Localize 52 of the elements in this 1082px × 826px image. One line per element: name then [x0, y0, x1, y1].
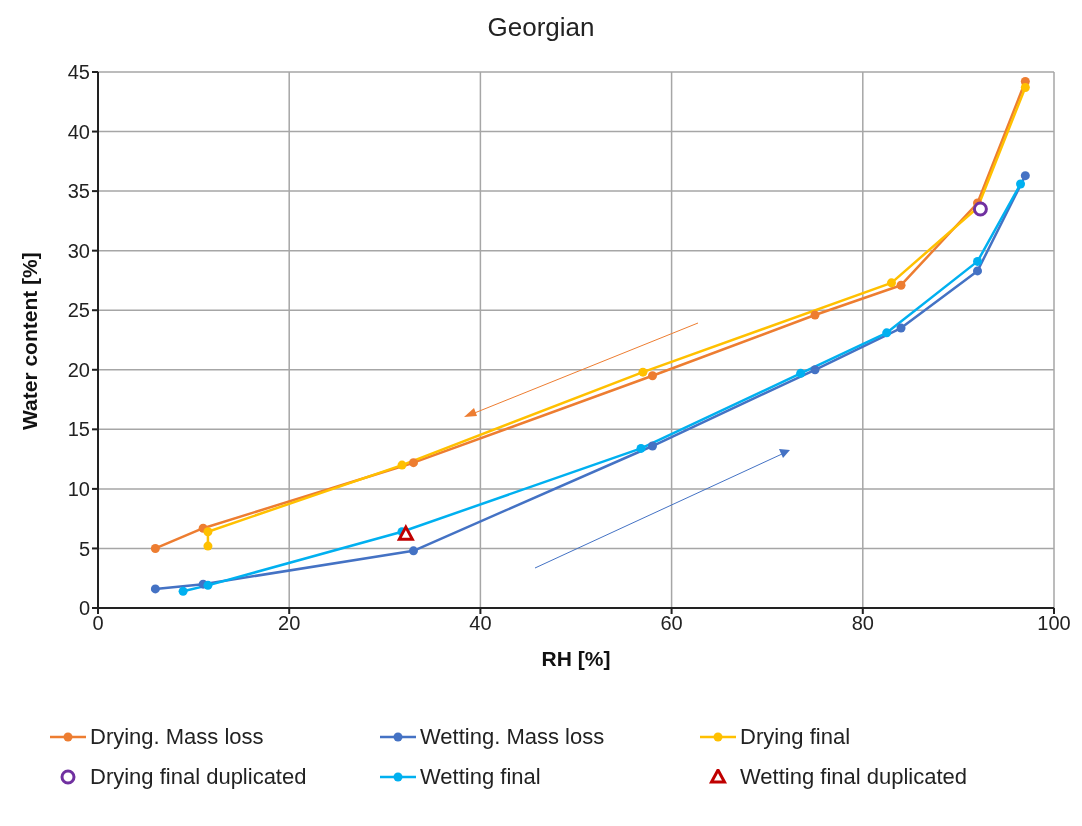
point: [647, 371, 657, 381]
y-tick-label: 25: [67, 299, 90, 322]
point: [1020, 171, 1030, 181]
y-tick-label: 20: [67, 358, 90, 381]
point: [896, 323, 906, 333]
x-tick-label: 100: [1037, 612, 1071, 635]
point: [896, 280, 906, 290]
legend-label: Wetting final: [420, 764, 541, 790]
point: [972, 201, 988, 217]
point: [150, 584, 160, 594]
point: [203, 527, 213, 537]
point: [1020, 82, 1030, 92]
point: [408, 458, 418, 468]
legend-label: Drying. Mass loss: [90, 724, 264, 750]
legend-label: Drying final: [740, 724, 851, 750]
y-tick-label: 0: [78, 597, 90, 620]
y-axis-title: Water content [%]: [18, 252, 42, 430]
y-tick-label: 45: [67, 61, 90, 84]
point: [408, 546, 418, 556]
y-tick-label: 35: [67, 180, 90, 203]
chart-title: Georgian: [486, 12, 596, 43]
point: [397, 525, 414, 541]
point: [203, 541, 213, 551]
point: [647, 441, 657, 451]
point: [886, 278, 896, 288]
x-tick-label: 80: [851, 612, 874, 635]
x-tick-label: 20: [278, 612, 301, 635]
x-axis-title: RH [%]: [541, 647, 611, 670]
x-tick-label: 40: [469, 612, 492, 635]
y-tick-label: 5: [78, 537, 90, 560]
point: [796, 368, 806, 378]
legend-label: Wetting. Mass loss: [420, 724, 605, 750]
y-tick-label: 15: [67, 418, 90, 441]
point: [973, 256, 983, 266]
legend-label: Wetting final duplicated: [740, 764, 968, 790]
y-tick-label: 30: [67, 239, 90, 262]
point: [1016, 179, 1026, 189]
point: [638, 367, 648, 377]
point: [882, 328, 892, 338]
x-tick-label: 60: [660, 612, 683, 635]
point: [973, 266, 983, 276]
y-tick-label: 40: [67, 120, 90, 143]
point: [150, 543, 160, 553]
point: [636, 443, 646, 453]
x-tick-label: 0: [92, 612, 104, 635]
point: [178, 586, 188, 596]
point: [203, 580, 213, 590]
point: [397, 460, 407, 470]
point: [810, 310, 820, 320]
legend-label: Drying final duplicated: [90, 764, 307, 790]
point: [810, 365, 820, 375]
y-tick-label: 10: [67, 477, 90, 500]
